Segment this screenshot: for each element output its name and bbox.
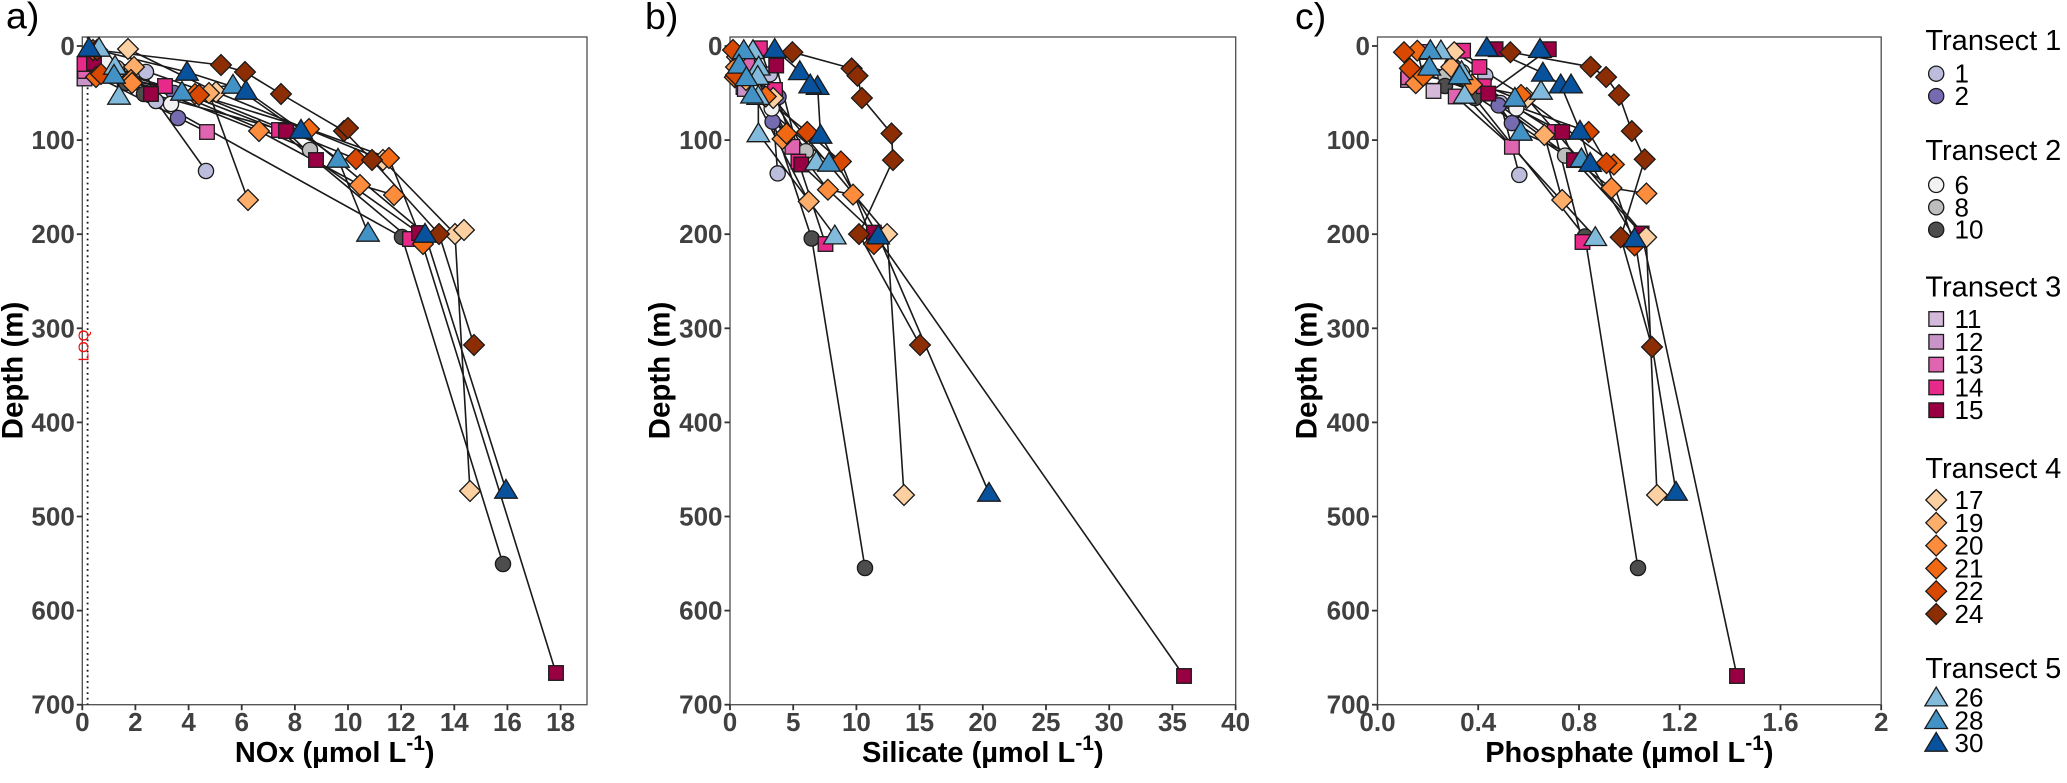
- svg-text:600: 600: [1327, 596, 1370, 626]
- svg-text:700: 700: [1327, 690, 1370, 720]
- svg-text:28: 28: [1955, 705, 1984, 735]
- svg-text:10: 10: [334, 707, 363, 737]
- svg-text:8: 8: [288, 707, 302, 737]
- svg-text:22: 22: [1955, 576, 1984, 606]
- svg-text:500: 500: [1327, 502, 1370, 532]
- svg-text:400: 400: [31, 407, 74, 437]
- svg-text:14: 14: [1955, 372, 1984, 402]
- svg-text:100: 100: [31, 125, 74, 155]
- svg-text:500: 500: [31, 502, 74, 532]
- svg-text:300: 300: [31, 313, 74, 343]
- svg-text:35: 35: [1158, 707, 1187, 737]
- svg-text:30: 30: [1095, 707, 1124, 737]
- svg-text:Transect 1: Transect 1: [1925, 25, 2061, 57]
- svg-text:Transect 5: Transect 5: [1925, 653, 2061, 685]
- svg-text:0: 0: [1356, 31, 1370, 61]
- svg-text:200: 200: [679, 219, 722, 249]
- svg-text:20: 20: [968, 707, 997, 737]
- svg-text:6: 6: [234, 707, 248, 737]
- svg-text:26: 26: [1955, 683, 1984, 713]
- svg-text:6: 6: [1955, 170, 1969, 200]
- svg-text:17: 17: [1955, 485, 1984, 515]
- svg-text:300: 300: [1327, 313, 1370, 343]
- svg-text:8: 8: [1955, 192, 1969, 222]
- svg-text:16: 16: [493, 707, 522, 737]
- svg-text:600: 600: [31, 596, 74, 626]
- svg-text:19: 19: [1955, 508, 1984, 538]
- svg-text:100: 100: [1327, 125, 1370, 155]
- svg-text:700: 700: [679, 690, 722, 720]
- svg-text:1: 1: [1955, 59, 1969, 89]
- svg-text:a): a): [6, 0, 39, 37]
- svg-text:0: 0: [708, 31, 722, 61]
- svg-text:Depth (m): Depth (m): [644, 302, 677, 440]
- svg-text:Transect 3: Transect 3: [1925, 272, 2061, 304]
- svg-text:400: 400: [679, 407, 722, 437]
- svg-text:25: 25: [1032, 707, 1061, 737]
- svg-text:Phosphate (µmol L-1): Phosphate (µmol L-1): [1485, 732, 1773, 769]
- svg-text:0: 0: [75, 707, 89, 737]
- svg-text:c): c): [1295, 0, 1326, 37]
- svg-text:30: 30: [1955, 728, 1984, 758]
- svg-text:14: 14: [440, 707, 469, 737]
- svg-text:12: 12: [387, 707, 416, 737]
- svg-text:600: 600: [679, 596, 722, 626]
- svg-text:Silicate (µmol L-1): Silicate (µmol L-1): [862, 732, 1104, 769]
- svg-text:2: 2: [1874, 707, 1888, 737]
- svg-text:10: 10: [842, 707, 871, 737]
- svg-text:24: 24: [1955, 599, 1984, 629]
- svg-text:1.2: 1.2: [1662, 707, 1698, 737]
- svg-text:0: 0: [60, 31, 74, 61]
- svg-text:400: 400: [1327, 407, 1370, 437]
- svg-text:20: 20: [1955, 531, 1984, 561]
- svg-text:1.6: 1.6: [1762, 707, 1798, 737]
- svg-text:15: 15: [1955, 395, 1984, 425]
- svg-text:NOx (µmol L-1): NOx (µmol L-1): [235, 732, 435, 769]
- svg-text:15: 15: [905, 707, 934, 737]
- svg-text:100: 100: [679, 125, 722, 155]
- svg-text:500: 500: [679, 502, 722, 532]
- svg-text:11: 11: [1955, 304, 1982, 334]
- svg-text:12: 12: [1955, 327, 1984, 357]
- svg-text:Depth (m): Depth (m): [0, 302, 30, 440]
- svg-text:700: 700: [31, 690, 74, 720]
- svg-text:2: 2: [1955, 81, 1969, 111]
- svg-text:0.0: 0.0: [1359, 707, 1395, 737]
- svg-text:13: 13: [1955, 350, 1984, 380]
- svg-text:200: 200: [1327, 219, 1370, 249]
- svg-text:0.4: 0.4: [1460, 707, 1497, 737]
- svg-text:40: 40: [1221, 707, 1250, 737]
- svg-text:b): b): [645, 0, 678, 37]
- svg-text:Transect 4: Transect 4: [1925, 453, 2061, 485]
- svg-text:300: 300: [679, 313, 722, 343]
- svg-text:Depth (m): Depth (m): [1291, 302, 1324, 440]
- svg-text:200: 200: [31, 219, 74, 249]
- svg-text:0: 0: [723, 707, 737, 737]
- svg-text:LOQ: LOQ: [76, 330, 93, 362]
- svg-text:21: 21: [1955, 553, 1984, 583]
- svg-text:2: 2: [128, 707, 142, 737]
- svg-text:0.8: 0.8: [1561, 707, 1597, 737]
- svg-text:5: 5: [786, 707, 800, 737]
- svg-text:4: 4: [181, 707, 196, 737]
- svg-text:10: 10: [1955, 215, 1984, 245]
- svg-text:Transect 2: Transect 2: [1925, 135, 2061, 167]
- svg-text:18: 18: [546, 707, 575, 737]
